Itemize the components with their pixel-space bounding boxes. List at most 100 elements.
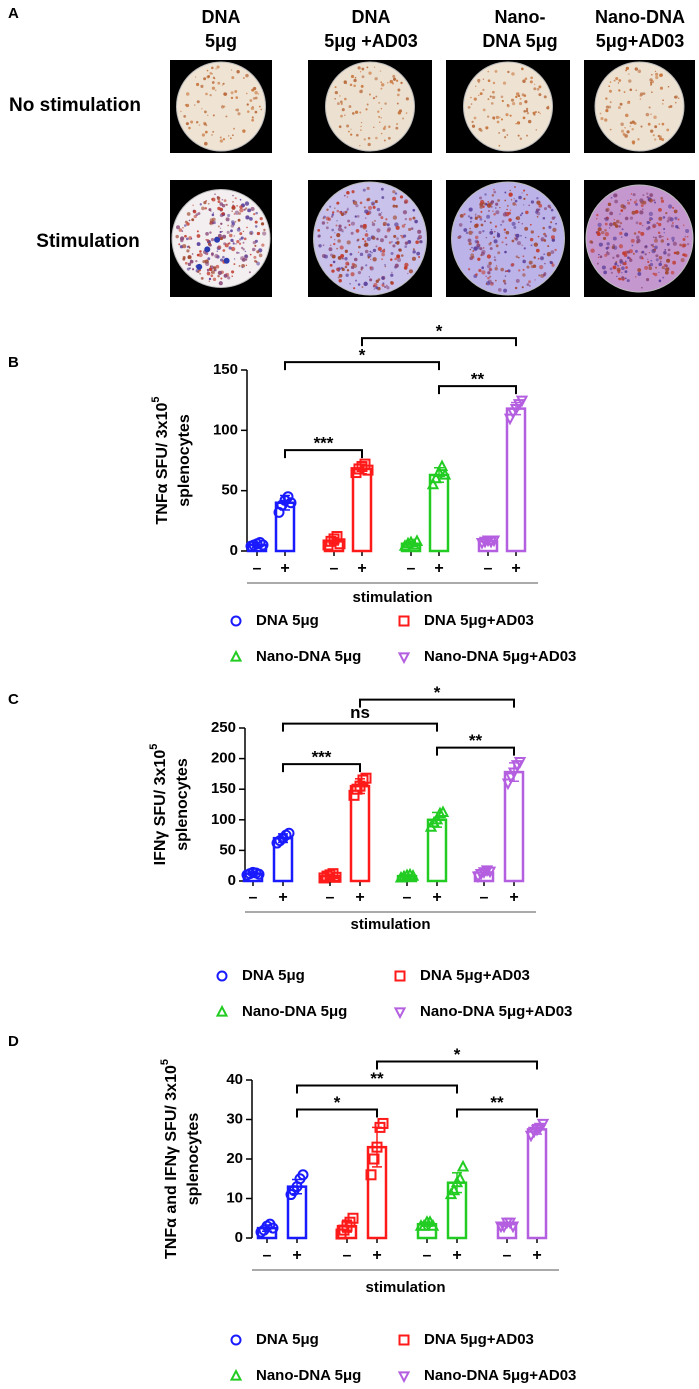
spot — [658, 207, 662, 212]
y-axis-label-text: TNFα and IFNγ SFU/ 3x10 — [163, 1065, 180, 1259]
significance-bracket — [296, 1108, 378, 1118]
spot — [527, 119, 532, 124]
spot — [651, 91, 653, 93]
spot — [384, 285, 387, 289]
significance-label: * — [454, 1045, 461, 1064]
significance-bracket — [438, 385, 517, 395]
spot — [236, 204, 239, 207]
spot — [511, 101, 516, 106]
spot — [404, 217, 407, 221]
legend-marker — [230, 615, 242, 627]
spot — [487, 202, 491, 206]
point — [435, 459, 449, 472]
spot — [350, 221, 355, 226]
spot — [521, 192, 523, 194]
spot — [344, 97, 347, 101]
spot — [201, 108, 203, 110]
spot — [537, 111, 540, 114]
point — [377, 1117, 389, 1129]
spot — [653, 238, 658, 243]
spot — [618, 244, 624, 249]
spot — [604, 232, 610, 237]
spot — [542, 216, 546, 220]
spot — [366, 66, 369, 69]
significance-label: *** — [314, 434, 334, 453]
well-image — [308, 60, 432, 153]
spot — [365, 264, 368, 267]
point — [432, 465, 446, 478]
spot — [473, 223, 479, 229]
spot — [624, 113, 629, 118]
spot — [506, 204, 509, 207]
x-tick-label: + — [434, 560, 443, 577]
spot — [516, 216, 521, 221]
spot — [621, 261, 624, 264]
spot — [345, 273, 349, 277]
spot — [642, 194, 645, 197]
point — [359, 458, 371, 470]
spot — [554, 248, 557, 252]
spot — [609, 222, 613, 227]
y-tick-label: 50 — [221, 482, 238, 499]
spot — [390, 258, 393, 261]
spot — [330, 236, 333, 239]
spot — [182, 226, 184, 229]
spot — [344, 81, 346, 83]
spot — [530, 76, 533, 80]
x-tick-label: + — [432, 889, 441, 906]
spot — [681, 243, 686, 248]
spot — [352, 200, 358, 206]
spot — [381, 258, 384, 261]
spot — [482, 205, 485, 208]
y-axis-label-sup: 5 — [159, 1059, 171, 1065]
point — [274, 835, 286, 847]
point — [257, 539, 269, 551]
spot — [673, 209, 678, 214]
spot — [337, 239, 341, 243]
spot — [551, 216, 555, 220]
spot — [493, 258, 497, 262]
point — [501, 778, 515, 791]
point — [447, 1183, 461, 1196]
spot — [240, 256, 245, 261]
spot — [339, 95, 341, 97]
spot — [505, 243, 508, 246]
spot — [517, 94, 521, 98]
spot — [195, 76, 197, 78]
point — [331, 531, 343, 543]
spot — [515, 255, 519, 258]
spot — [331, 213, 334, 216]
spot — [184, 234, 187, 238]
spot — [648, 266, 653, 271]
spot — [658, 279, 662, 283]
spot — [241, 266, 244, 269]
spot — [228, 242, 231, 245]
spot — [665, 264, 668, 268]
spot — [649, 219, 652, 222]
spot — [521, 93, 525, 97]
point — [406, 869, 420, 881]
spot — [236, 239, 240, 244]
spot — [371, 221, 374, 224]
spot — [377, 246, 382, 252]
spot — [191, 268, 195, 271]
spot — [543, 95, 547, 99]
spot — [183, 224, 187, 227]
spot — [474, 215, 477, 217]
spot — [248, 271, 251, 274]
significance-label: *** — [312, 748, 332, 767]
spot — [647, 122, 651, 126]
spot — [231, 275, 233, 277]
spot — [208, 280, 211, 282]
spot — [336, 209, 340, 213]
spot — [374, 219, 376, 222]
x-tick-label: – — [480, 889, 489, 906]
spot — [497, 251, 501, 255]
spot — [257, 93, 260, 95]
y-tick-label: 100 — [211, 811, 236, 828]
spot — [513, 226, 517, 229]
spot — [256, 261, 260, 266]
spot — [246, 103, 249, 106]
spot — [188, 126, 191, 130]
spot — [242, 230, 245, 233]
